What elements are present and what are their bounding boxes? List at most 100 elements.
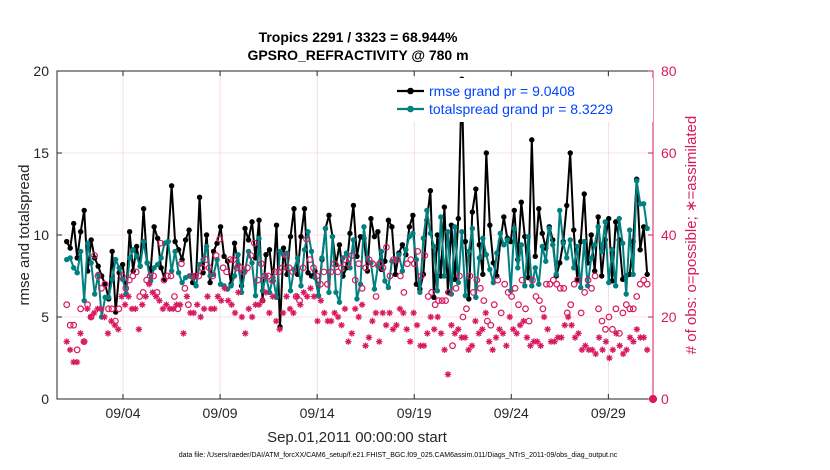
obs-possible-marker	[244, 264, 251, 272]
totalspread-marker	[298, 283, 304, 289]
rmse-marker	[203, 232, 210, 238]
obs-assimilated-marker	[489, 346, 496, 353]
totalspread-marker	[613, 283, 619, 289]
totalspread-marker	[557, 207, 563, 214]
obs-assimilated-marker	[472, 317, 479, 325]
obs-assimilated-marker	[273, 317, 280, 325]
obs-possible-marker	[598, 317, 606, 325]
obs-possible-marker	[522, 305, 529, 313]
rmse-marker	[186, 227, 192, 233]
rmse-marker	[389, 224, 395, 230]
rmse-marker	[172, 238, 178, 245]
totalspread-marker	[455, 279, 462, 286]
obs-assimilated-marker	[338, 322, 345, 329]
totalspread-marker	[406, 233, 413, 240]
rmse-marker	[64, 238, 70, 245]
obs-possible-marker	[94, 272, 102, 280]
obs-assimilated-marker	[152, 293, 160, 300]
obs-assimilated-marker	[568, 322, 575, 329]
obs-assimilated-marker	[197, 313, 204, 321]
totalspread-marker	[560, 240, 566, 246]
totalspread-marker	[483, 251, 490, 258]
rmse-marker	[350, 202, 357, 209]
rmse-marker	[298, 233, 304, 240]
obs-possible-marker	[567, 301, 575, 309]
obs-possible-marker	[167, 272, 175, 280]
obs-possible-marker	[223, 268, 230, 276]
obs-assimilated-marker	[194, 301, 201, 308]
rmse-marker	[182, 237, 189, 243]
totalspread-marker	[112, 256, 119, 263]
obs-possible-marker	[414, 247, 422, 255]
totalspread-marker	[511, 225, 517, 232]
obs-assimilated-marker	[554, 334, 562, 341]
obs-possible-marker	[310, 264, 317, 272]
obs-possible-marker	[591, 272, 599, 280]
obs-assimilated-marker	[468, 342, 476, 349]
obs-assimilated-marker	[475, 330, 483, 337]
obs-assimilated-marker	[406, 338, 414, 345]
rmse-marker	[532, 253, 538, 260]
obs-assimilated-marker	[369, 317, 376, 325]
totalspread-marker	[452, 224, 458, 230]
obs-possible-marker	[348, 252, 356, 259]
obs-assimilated-marker	[66, 346, 74, 353]
rmse-marker	[256, 217, 262, 223]
obs-assimilated-marker	[135, 326, 143, 333]
obs-possible-marker	[456, 272, 463, 280]
obs-possible-marker	[171, 293, 178, 300]
totalspread-marker	[231, 273, 238, 279]
obs-assimilated-marker	[606, 354, 613, 362]
obs-assimilated-marker	[527, 342, 534, 349]
obs-assimilated-marker	[637, 334, 644, 341]
obs-assimilated-marker	[286, 305, 294, 312]
rmse-marker	[399, 242, 406, 248]
y-axis-label-right: # of obs: o=possible; ∗=assimilated	[683, 116, 700, 355]
totalspread-marker	[532, 265, 538, 271]
obs-assimilated-marker	[630, 338, 637, 345]
y-tick-label-right: 20	[661, 309, 677, 325]
obs-possible-marker	[129, 272, 137, 280]
totalspread-marker	[602, 219, 608, 225]
obs-assimilated-marker	[551, 338, 558, 345]
obs-possible-marker	[191, 272, 199, 280]
obs-possible-marker	[303, 235, 310, 243]
obs-assimilated-marker	[290, 309, 297, 317]
obs-possible-marker	[299, 264, 307, 272]
totalspread-marker	[333, 289, 339, 296]
obs-assimilated-marker	[248, 313, 256, 321]
y-tick-label-right: 80	[661, 63, 677, 79]
totalspread-marker	[588, 255, 594, 261]
obs-assimilated-marker	[324, 317, 331, 325]
obs-assimilated-marker	[341, 305, 349, 312]
rmse-marker	[599, 273, 605, 279]
obs-assimilated-marker	[358, 301, 366, 308]
obs-possible-marker	[282, 252, 290, 259]
rmse-marker	[606, 215, 612, 222]
rmse-marker	[434, 232, 441, 238]
obs-possible-marker	[619, 309, 627, 317]
obs-assimilated-marker	[87, 313, 94, 321]
obs-possible-marker	[237, 264, 244, 272]
obs-possible-marker	[91, 252, 98, 259]
obs-assimilated-marker	[513, 330, 520, 337]
totalspread-marker	[235, 251, 241, 258]
obs-assimilated-marker	[485, 338, 493, 345]
obs-possible-marker	[400, 289, 408, 296]
totalspread-marker	[441, 273, 448, 279]
rmse-marker	[368, 215, 374, 222]
footnote-data-file: data file: /Users/raeder/DAI/ATM_forcXX/…	[179, 452, 618, 459]
obs-possible-marker	[424, 293, 432, 300]
rmse-marker	[501, 214, 507, 220]
rmse-marker	[207, 279, 213, 286]
obs-assimilated-marker	[238, 313, 246, 321]
rmse-marker	[567, 150, 573, 156]
rmse-marker	[336, 242, 343, 248]
totalspread-marker	[382, 278, 388, 284]
obs-assimilated-marker	[262, 289, 270, 296]
obs-possible-marker	[264, 272, 272, 280]
x-tick-label: 09/19	[397, 405, 432, 421]
totalspread-marker	[140, 238, 147, 245]
totalspread-marker	[137, 263, 143, 269]
obs-possible-marker	[178, 260, 185, 268]
